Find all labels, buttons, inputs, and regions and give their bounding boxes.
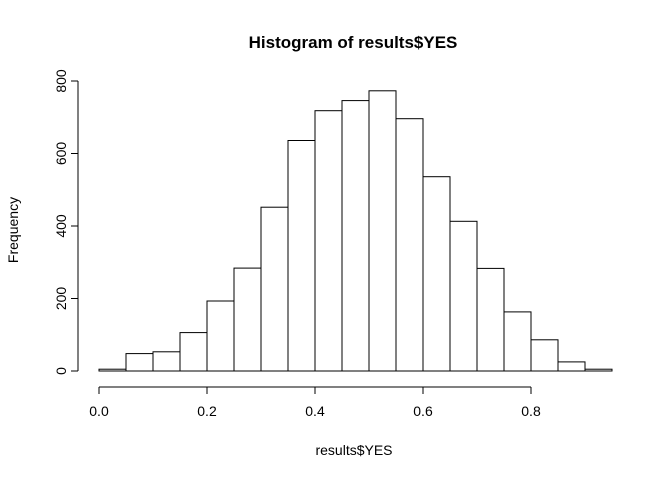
histogram-bar-18 (584, 368, 613, 372)
chart-title: Histogram of results$YES (249, 33, 458, 52)
histogram-bar-4 (206, 300, 235, 372)
histogram-bar-2 (152, 351, 181, 372)
y-tick-label-0: 0 (53, 367, 69, 375)
histogram-bar-1 (125, 353, 154, 372)
x-axis: 0.0 0.2 0.4 0.6 0.8 (89, 386, 541, 419)
y-tick-label-1: 200 (53, 287, 69, 311)
y-tick-label-3: 600 (53, 142, 69, 166)
x-tick-label-4: 0.8 (521, 403, 541, 419)
histogram-bar-9 (341, 100, 370, 372)
histogram-bar-16 (530, 339, 559, 372)
histogram-bar-6 (260, 206, 289, 372)
y-axis: 0 200 400 600 800 (53, 69, 79, 375)
y-tick-label-4: 800 (53, 69, 69, 93)
histogram-bar-11 (395, 118, 424, 372)
histogram-bar-13 (449, 220, 478, 372)
y-axis-label: Frequency (5, 197, 21, 263)
histogram-bar-5 (233, 267, 262, 372)
histogram-bar-17 (557, 361, 586, 372)
histogram-bars (98, 90, 613, 372)
x-tick-label-0: 0.0 (89, 403, 109, 419)
x-tick-label-2: 0.4 (305, 403, 325, 419)
histogram-bar-0 (98, 368, 127, 372)
histogram-bar-10 (368, 90, 397, 372)
x-axis-label: results$YES (315, 442, 392, 458)
histogram-bar-15 (503, 311, 532, 372)
histogram-bar-12 (422, 176, 451, 372)
histogram-bar-8 (314, 110, 343, 372)
histogram-bar-3 (179, 332, 208, 372)
x-tick-label-1: 0.2 (197, 403, 217, 419)
y-tick-label-2: 400 (53, 214, 69, 238)
x-tick-label-3: 0.6 (413, 403, 433, 419)
histogram-bar-7 (287, 140, 316, 372)
histogram-bar-14 (476, 267, 505, 372)
